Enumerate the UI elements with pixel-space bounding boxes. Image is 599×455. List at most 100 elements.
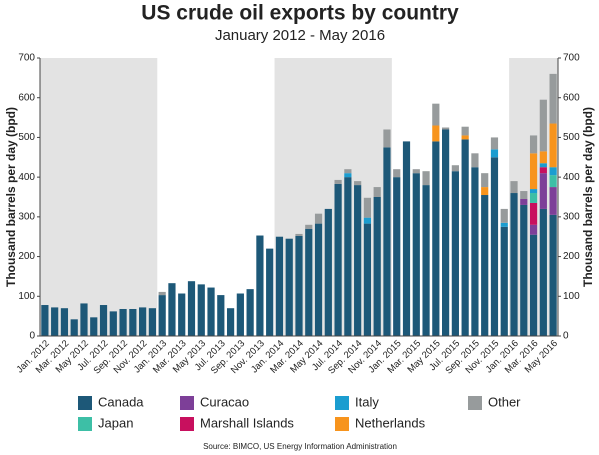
legend-label: Canada [98, 394, 144, 409]
bar-segment [442, 129, 450, 336]
year-shading [274, 58, 392, 336]
bar-segment [354, 185, 362, 336]
bar-segment [520, 204, 528, 336]
bar-segment [510, 181, 518, 194]
legend-label: Italy [355, 394, 379, 409]
bar-segment [412, 169, 420, 174]
bar-segment [442, 127, 450, 130]
bar-segment [432, 103, 440, 126]
y-tick-label: 300 [18, 211, 35, 222]
bar-segment [422, 185, 430, 336]
bar-segment [539, 208, 547, 336]
bar-segment [461, 135, 469, 140]
bar-segment [451, 165, 459, 172]
bar-segment [461, 126, 469, 136]
legend-label: Netherlands [355, 415, 426, 430]
bar-segment [529, 153, 538, 190]
y2-tick-label: 600 [563, 92, 580, 103]
bar-segment [529, 135, 538, 154]
bar-segment [314, 223, 323, 336]
y-tick-label: 600 [18, 92, 35, 103]
year-shading [40, 58, 158, 336]
bar-segment [109, 311, 117, 336]
bar-segment [129, 308, 137, 336]
bar-segment [305, 228, 313, 336]
bar-segment [207, 287, 215, 336]
legend-swatch [78, 396, 92, 410]
bar-segment [246, 289, 254, 336]
bar-segment [70, 319, 78, 336]
bar-segment [549, 167, 557, 176]
bar-segment [275, 236, 284, 336]
bar-segment [158, 295, 166, 336]
legend-swatch [335, 396, 349, 410]
y-axis-label: Thousand barrels per day (bpd) [4, 107, 18, 287]
bar-segment [471, 167, 479, 336]
bar-segment [41, 305, 49, 336]
legend-swatch [180, 396, 194, 410]
bar-segment [549, 123, 557, 168]
bar-segment [383, 147, 391, 336]
bar-segment [549, 187, 557, 215]
bar-segment [500, 208, 508, 223]
bar-segment [119, 308, 127, 336]
bar-segment [80, 303, 88, 336]
bar-segment [334, 179, 342, 184]
legend-swatch [335, 417, 349, 431]
bar-segment [363, 217, 372, 224]
bar-segment [471, 153, 479, 168]
bar-segment [158, 291, 166, 296]
bar-segment [60, 308, 69, 336]
bar-segment [197, 284, 205, 336]
bar-segment [412, 173, 420, 336]
bar-segment [529, 234, 538, 336]
bar-segment [383, 129, 391, 148]
bar-segment [344, 173, 352, 178]
legend-label: Curacao [200, 394, 249, 409]
bar-segment [393, 169, 401, 178]
y2-tick-label: 400 [563, 172, 580, 183]
bar-segment [139, 307, 147, 336]
bar-segment [520, 191, 528, 199]
y2-tick-label: 0 [563, 331, 569, 342]
y2-tick-label: 700 [563, 53, 580, 64]
bar-segment [99, 305, 108, 336]
legend-label: Other [488, 394, 521, 409]
bar-segment [344, 169, 352, 174]
y2-tick-label: 300 [563, 211, 580, 222]
bar-segment [539, 99, 547, 152]
bar-segment [285, 238, 293, 336]
bar-segment [432, 125, 440, 142]
y2-tick-label: 500 [563, 132, 580, 143]
bar-segment [539, 173, 547, 209]
bar-segment [481, 173, 489, 188]
bar-segment [520, 198, 528, 205]
bar-segment [373, 197, 381, 336]
bar-segment [529, 189, 538, 194]
bar-segment [500, 222, 508, 227]
bar-segment [529, 224, 538, 235]
bar-segment [187, 281, 196, 336]
bar-segment [373, 187, 381, 197]
bar-segment [363, 223, 372, 336]
bar-segment [305, 224, 313, 229]
legend-swatch [78, 417, 92, 431]
bar-segment [334, 183, 342, 336]
bar-segment [451, 171, 459, 336]
y-tick-label: 400 [18, 172, 35, 183]
bar-segment [539, 167, 547, 174]
bar-segment [266, 248, 274, 336]
bar-segment [295, 235, 303, 336]
bar-segment [295, 233, 303, 236]
bar-segment [148, 308, 156, 336]
y-tick-label: 0 [29, 331, 35, 342]
bar-segment [402, 141, 411, 336]
bar-segment [529, 202, 538, 225]
y2-tick-label: 100 [563, 291, 580, 302]
bar-segment [354, 181, 362, 186]
bar-segment [217, 295, 225, 336]
bar-segment [481, 195, 489, 336]
bar-segment [490, 157, 499, 336]
bar-segment [490, 137, 499, 150]
